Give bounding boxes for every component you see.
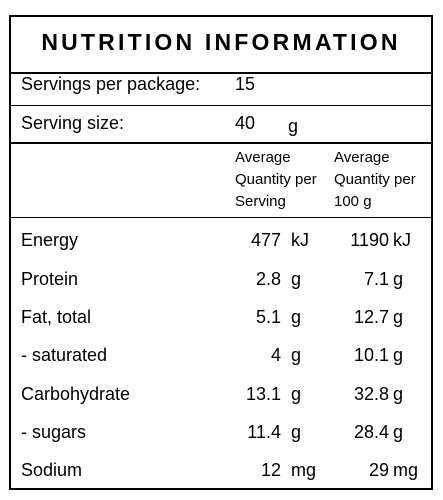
per-100g-unit: g	[393, 307, 404, 327]
per-serving-value: 13.1	[245, 384, 281, 404]
nutrient-name: Protein	[21, 269, 79, 289]
per-serving-value: 11.4	[247, 422, 281, 442]
per-serving-unit: g	[291, 307, 302, 327]
per-100g-value: 12.7	[353, 307, 389, 327]
per-100g-header-line3: 100 g	[334, 193, 372, 210]
per-serving-unit: g	[291, 345, 302, 365]
nutrition-panel: NUTRITION INFORMATION Servings per packa…	[9, 15, 433, 490]
per-100g-value: 32.8	[353, 384, 389, 404]
per-100g-value: 29	[368, 460, 389, 480]
per-100g-unit: kJ	[393, 230, 411, 250]
title-divider	[11, 72, 431, 74]
servings-per-package-label: Servings per package:	[21, 74, 201, 94]
nutrient-name: Energy	[21, 230, 79, 250]
per-serving-value: 2.8	[255, 269, 281, 289]
per-100g-unit: g	[393, 269, 404, 289]
per-100g-value: 7.1	[363, 269, 389, 289]
header-bottom-divider	[11, 217, 431, 218]
servings-divider	[11, 105, 431, 106]
panel-title: NUTRITION INFORMATION	[41, 29, 401, 55]
nutrient-name: Fat, total	[21, 307, 92, 327]
per-serving-value: 5.1	[255, 307, 281, 327]
per-serving-unit: mg	[291, 460, 317, 480]
per-serving-value: 4	[270, 345, 281, 365]
nutrient-name: - saturated	[21, 345, 108, 365]
header-top-divider	[11, 142, 431, 144]
nutrient-name: Carbohydrate	[21, 384, 131, 404]
serving-size-unit: g	[288, 116, 299, 136]
per-100g-value: 10.1	[353, 345, 389, 365]
per-serving-unit: g	[291, 269, 302, 289]
per-100g-header-line1: Average	[334, 149, 390, 166]
per-100g-unit: g	[393, 384, 404, 404]
per-serving-unit: kJ	[291, 230, 309, 250]
per-100g-value: 1190	[350, 230, 389, 250]
per-100g-unit: g	[393, 345, 404, 365]
per-serving-header-line1: Average	[235, 149, 291, 166]
per-serving-unit: g	[291, 422, 302, 442]
per-serving-value: 477	[250, 230, 281, 250]
per-serving-header-line3: Serving	[235, 193, 286, 210]
per-100g-unit: g	[393, 422, 404, 442]
serving-size-label: Serving size:	[21, 113, 125, 133]
per-100g-value: 28.4	[353, 422, 389, 442]
servings-per-package-value: 15	[235, 74, 256, 94]
per-serving-unit: g	[291, 384, 302, 404]
per-100g-unit: mg	[393, 460, 419, 480]
nutrient-name: - sugars	[21, 422, 87, 442]
serving-size-value: 40	[235, 113, 256, 133]
per-100g-header-line2: Quantity per	[334, 171, 416, 188]
per-serving-value: 12	[260, 460, 281, 480]
per-serving-header-line2: Quantity per	[235, 171, 317, 188]
nutrient-name: Sodium	[21, 460, 83, 480]
